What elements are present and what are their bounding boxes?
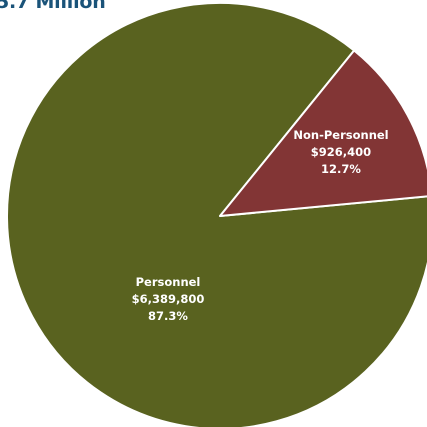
non-personnel-percent-label: 12.7% [321,162,361,176]
pie-slice-non-personnel [219,49,427,217]
personnel-percent-label: 87.3% [148,309,188,323]
personnel-value-label: $6,389,800 [132,292,205,306]
non-personnel-name-label: Non-Personnel [293,128,388,142]
pie-slice-personnel [6,1,427,427]
non-personnel-value-label: $926,400 [311,145,371,159]
personnel-name-label: Personnel [136,275,201,289]
chart-title: 5.7 Million [0,0,106,13]
